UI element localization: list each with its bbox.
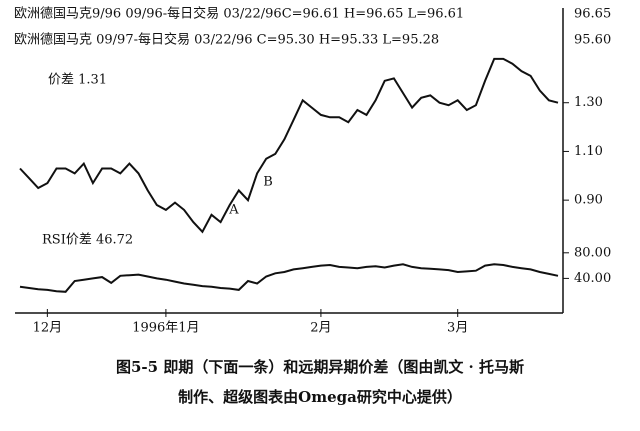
data-line <box>19 263 559 293</box>
annotation: 价差 1.31 <box>48 73 107 88</box>
price-label: 95.60 <box>574 33 611 48</box>
annotation: RSI价差 46.72 <box>42 233 133 248</box>
y-tick-label: 1.30 <box>574 95 603 110</box>
caption: 图5-5 即期（下面一条）和远期异期价差（图由凯文 · 托马斯 <box>116 358 524 376</box>
x-tick-label: 12月 <box>33 321 63 336</box>
y-tick-label: 40.00 <box>574 271 611 286</box>
y-tick-label: 1.10 <box>574 144 603 159</box>
annotation: A <box>228 203 239 218</box>
header-line: 欧洲德国马克9/96 09/96-每日交易 03/22/96C=96.61 H=… <box>14 6 464 22</box>
x-tick-label: 3月 <box>447 321 468 336</box>
x-tick-label: 1996年1月 <box>132 321 199 336</box>
price-label: 96.65 <box>574 7 611 22</box>
header-line: 欧洲德国马克 09/97-每日交易 03/22/96 C=95.30 H=95.… <box>14 32 439 48</box>
y-tick-label: 80.00 <box>574 245 611 260</box>
y-tick-label: 0.90 <box>574 193 603 208</box>
caption: 制作、超级图表由Omega研究中心提供） <box>178 388 462 406</box>
data-line <box>19 57 559 234</box>
x-tick-label: 2月 <box>310 321 331 336</box>
annotation: B <box>263 175 273 190</box>
